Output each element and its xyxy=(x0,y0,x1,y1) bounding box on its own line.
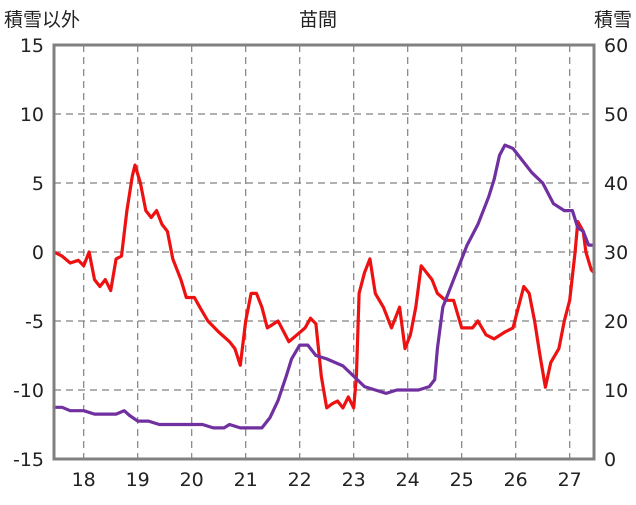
left-tick-label: -10 xyxy=(13,380,44,402)
left-tick-label: -5 xyxy=(25,311,44,333)
right-tick-label: 20 xyxy=(604,311,628,333)
right-tick-label: 10 xyxy=(604,380,628,402)
x-axis: 18 19 20 21 22 23 24 25 26 27 xyxy=(72,469,582,491)
right-tick-label: 40 xyxy=(604,173,628,195)
left-tick-label: 5 xyxy=(32,173,44,195)
right-tick-label: 50 xyxy=(604,104,628,126)
x-tick-label: 18 xyxy=(72,469,96,491)
left-tick-label: 10 xyxy=(20,104,44,126)
right-tick-label: 60 xyxy=(604,35,628,57)
x-tick-label: 22 xyxy=(288,469,312,491)
right-axis-title: 積雪 xyxy=(594,9,632,31)
left-tick-label: 0 xyxy=(32,242,44,264)
left-axis-title: 積雪以外 xyxy=(4,9,80,31)
x-tick-label: 26 xyxy=(504,469,528,491)
x-tick-label: 24 xyxy=(396,469,420,491)
plot-frame xyxy=(52,43,596,461)
series-line-red xyxy=(52,163,596,410)
x-tick-label: 23 xyxy=(342,469,366,491)
left-tick-label: -15 xyxy=(13,449,44,471)
left-tick-label: 15 xyxy=(20,35,44,57)
x-tick-label: 27 xyxy=(558,469,582,491)
series-line-purple xyxy=(52,143,596,430)
right-axis: 60 50 40 30 20 10 0 xyxy=(604,35,628,471)
x-tick-label: 19 xyxy=(126,469,150,491)
x-tick-label: 25 xyxy=(450,469,474,491)
x-tick-label: 20 xyxy=(180,469,204,491)
series-lines xyxy=(52,143,596,430)
right-tick-label: 0 xyxy=(604,449,616,471)
x-tick-label: 21 xyxy=(234,469,258,491)
left-axis: 15 10 5 0 -5 -10 -15 xyxy=(13,35,44,471)
chart-title: 苗間 xyxy=(299,9,337,31)
right-tick-label: 30 xyxy=(604,242,628,264)
